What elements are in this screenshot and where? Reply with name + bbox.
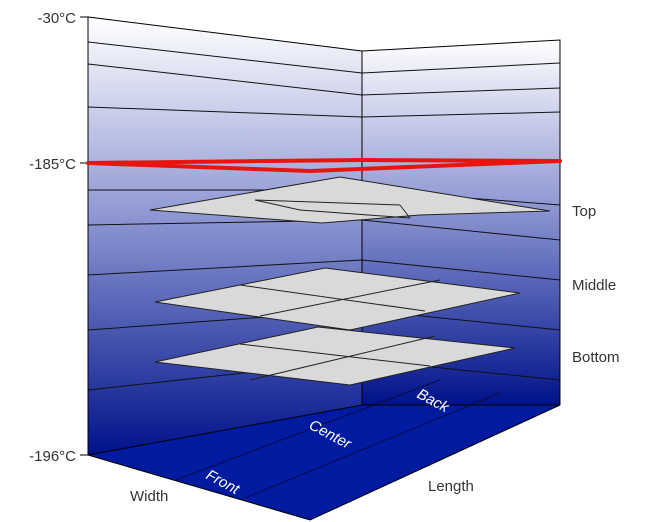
left-wall xyxy=(88,17,362,455)
layer-label-bottom: Bottom xyxy=(572,349,620,366)
y-tick-label-bottom: -196°C xyxy=(29,448,76,465)
floor-grid xyxy=(175,379,501,499)
y-tick-label-mid: -185°C xyxy=(29,156,76,173)
y-axis-ticks xyxy=(80,16,88,456)
right-wall-grid xyxy=(361,62,561,381)
surface-top xyxy=(149,176,551,224)
reference-line-185 xyxy=(86,158,562,173)
x-axis-label: Width xyxy=(130,488,168,505)
y-tick-label-top: -30°C xyxy=(37,10,76,27)
layer-label-top: Top xyxy=(572,203,596,220)
surface-middle xyxy=(154,267,521,331)
layer-label-middle: Middle xyxy=(572,277,616,294)
surface-bottom xyxy=(154,326,516,386)
z-axis-label: Length xyxy=(428,478,474,495)
